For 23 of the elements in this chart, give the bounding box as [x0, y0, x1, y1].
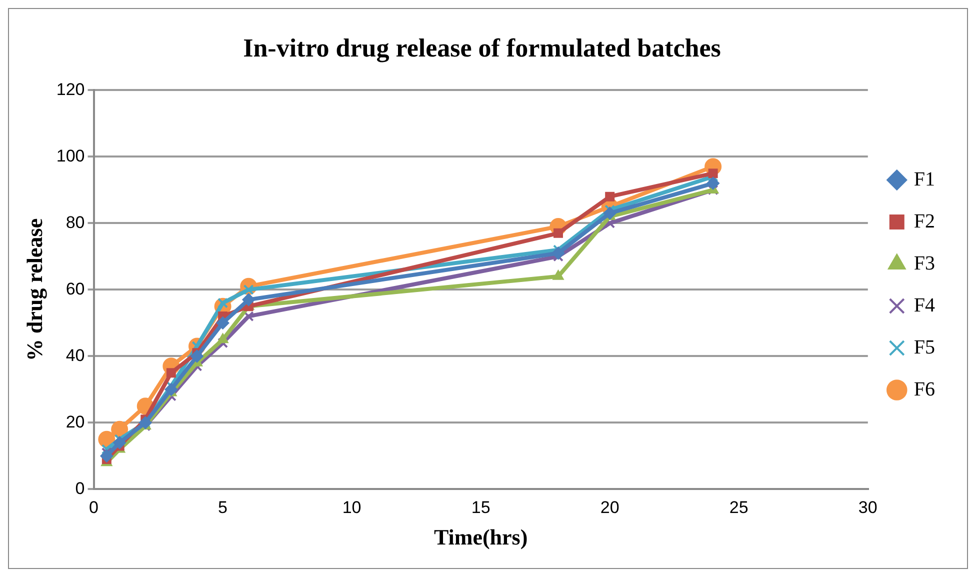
legend-label: F2 [914, 210, 935, 232]
chart-title: In-vitro drug release of formulated batches [243, 33, 721, 62]
x-axis-title: Time(hrs) [434, 524, 528, 550]
x-tick-label: 10 [342, 498, 362, 518]
legend-label: F3 [914, 252, 935, 274]
legend-label: F5 [914, 336, 935, 358]
x-tick-label: 0 [89, 498, 98, 518]
legend-label: F1 [914, 168, 935, 190]
y-tick-label: 120 [56, 80, 85, 99]
y-tick-label: 20 [66, 412, 85, 432]
x-tick-label: 15 [471, 498, 490, 518]
y-tick-label: 100 [56, 146, 85, 166]
legend-label: F4 [914, 294, 935, 316]
y-axis-title: % drug release [22, 218, 47, 361]
x-tick-label: 25 [729, 498, 748, 518]
x-tick-label: 30 [858, 498, 878, 518]
y-tick-label: 60 [66, 279, 85, 298]
x-tick-label: 20 [600, 498, 620, 518]
y-tick-label: 40 [66, 346, 85, 365]
x-tick-label: 5 [218, 498, 228, 518]
y-tick-label: 0 [75, 478, 85, 498]
legend-label: F6 [914, 378, 935, 400]
y-tick-label: 80 [66, 212, 85, 232]
